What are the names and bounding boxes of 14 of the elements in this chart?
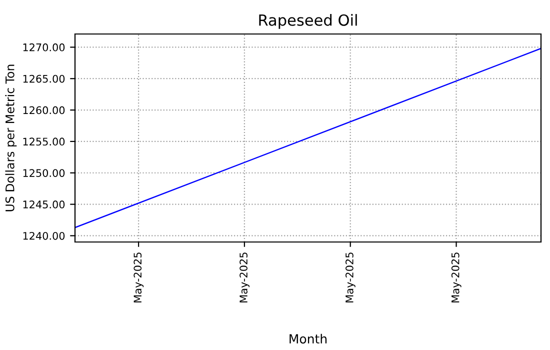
y-axis-title: US Dollars per Metric Ton (5, 64, 17, 212)
y-tick-label: 1240.00 (23, 232, 65, 240)
x-tick-label: May-2025 (240, 252, 250, 302)
x-tick-label: May-2025 (451, 252, 462, 302)
chart-title: Rapeseed Oil (259, 14, 357, 29)
y-tick-label: 1265.00 (23, 74, 65, 83)
y-tick-label: 1270.00 (23, 43, 65, 52)
y-tick-label: 1245.00 (23, 200, 65, 208)
x-axis-title: Month (290, 334, 327, 344)
y-tick-label: 1260.00 (23, 106, 65, 114)
y-tick-label: 1255.00 (23, 138, 65, 146)
x-tick-label: May-2025 (134, 252, 144, 302)
y-tick-label: 1250.00 (23, 169, 65, 177)
x-tick-label: May-2025 (346, 252, 356, 302)
